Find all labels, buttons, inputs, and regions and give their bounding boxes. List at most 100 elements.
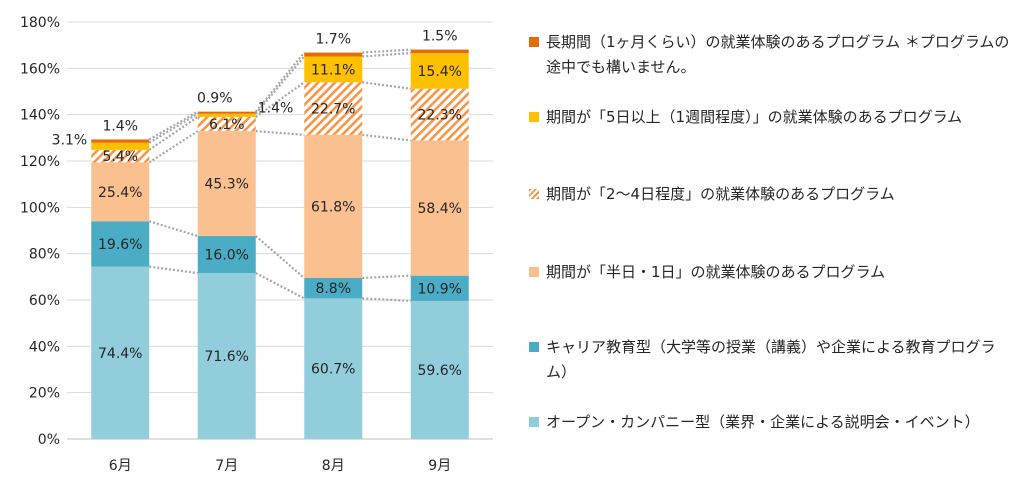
data-label: 1.5% [422,29,458,45]
legend-swatch-half-1day [529,267,539,277]
series-line [149,265,198,275]
data-label: 15.4% [418,64,462,80]
series-line [362,81,411,90]
data-label: 60.7% [311,362,355,378]
y-tick-label: 100% [20,200,60,216]
x-tick-label: 7月 [215,458,238,474]
series-line [255,130,305,136]
data-label: 58.4% [418,201,462,217]
series-line [362,297,411,303]
legend-label-open-company: オープン・カンパニー型（業界・企業による説明会・イベント） [546,413,980,431]
bar-segment [410,88,469,141]
bar-segment [410,53,469,89]
y-tick-label: 120% [20,154,60,170]
bar-segment [91,139,150,143]
bar-segment [91,266,150,439]
legend-item-2-4days: 期間が「2～4日程度」の就業体験のあるプログラム [522,182,1012,207]
x-axis: 6月 7月 8月 9月 [109,458,451,474]
legend-label-5days-plus: 期間が「5日以上（1週間程度）」の就業体験のあるプログラム [546,108,963,126]
data-label: 5.4% [102,149,138,165]
data-label: 6.1% [209,117,245,133]
data-label: 1.4% [258,100,294,116]
legend-item-long-term: 長期間（1ヶ月くらい）の就業体験のあるプログラム ＊プログラムの途中でも構いませ… [522,30,1012,80]
bar-segment [197,236,256,274]
bar-segment [304,277,363,299]
bar-segment [304,52,363,57]
bar-segment [91,221,150,267]
series-line [255,272,305,300]
x-tick-label: 6月 [109,458,132,474]
stacked-bar-chart: 0% 20% 40% 60% 80% 100% 120% 140% 160% 180% 74.4%… [20,15,493,474]
y-tick-label: 160% [20,61,60,77]
y-tick-label: 40% [29,339,60,355]
bar-segment [410,49,469,54]
legend-label-half-1day: 期間が「半日・1日」の就業体験のあるプログラム [546,263,886,281]
series-line [255,81,305,118]
data-label: 45.3% [205,177,249,193]
y-tick-label: 20% [29,386,60,402]
y-tick-label: 0% [38,432,60,448]
legend-item-career-education: キャリア教育型（大学等の授業（講義）や企業による教育プログラム） [522,335,1012,385]
legend-item-5days-plus: 期間が「5日以上（1週間程度）」の就業体験のあるプログラム [522,105,1012,130]
bar-segment [91,162,150,222]
y-tick-label: 140% [20,108,60,124]
series-line [148,220,199,238]
legend-swatch-2-4days [529,189,539,199]
x-tick-label: 8月 [322,458,345,474]
legend-label-long-term: 長期間（1ヶ月くらい）の就業体験のあるプログラム ＊プログラムの途中でも構いませ… [546,33,1010,76]
bar-segment [197,116,256,132]
data-label: 11.1% [311,62,355,78]
x-tick-label: 9月 [428,458,451,474]
y-axis: 0% 20% 40% 60% 80% 100% 120% 140% 160% 180% [20,15,60,448]
data-label: 61.8% [311,199,355,215]
data-label: 74.4% [98,346,142,362]
series-line [148,112,199,144]
data-label: 8.8% [315,281,351,297]
data-label: 22.7% [311,102,355,118]
bar-segment [91,142,150,150]
series-line [362,274,411,280]
bar-segment [197,273,256,439]
bar-segment [304,82,363,135]
legend-label-career-education: キャリア教育型（大学等の授業（講義）や企業による教育プログラム） [546,338,996,381]
bar-segment [197,131,256,237]
legend-label-2-4days: 期間が「2～4日程度」の就業体験のあるプログラム [546,185,895,203]
series-line [254,51,306,113]
data-label: 22.3% [418,108,462,124]
data-label: 0.9% [197,91,233,107]
data-label: 3.1% [52,133,88,149]
legend-item-half-1day: 期間が「半日・1日」の就業体験のあるプログラム [522,260,1012,285]
series-lines [148,48,411,303]
data-label: 1.4% [102,118,138,134]
y-tick-label: 60% [29,293,60,309]
data-label: 25.4% [98,185,142,201]
bars [91,49,469,439]
data-label: 59.6% [418,363,462,379]
legend-swatch-open-company [529,417,539,427]
bar-segment [304,298,363,439]
series-line [148,110,199,141]
series-line [362,48,411,54]
series-line [254,55,306,115]
legend-swatch-career-education [529,342,539,352]
bar-segment [410,275,469,301]
bar-segment [197,111,256,114]
data-label: 16.0% [205,248,249,264]
data-label: 10.9% [418,281,462,297]
bar-segment [304,134,363,278]
bar-segment [197,113,256,117]
series-line [148,130,199,164]
series-line [362,51,411,58]
legend-item-open-company: オープン・カンパニー型（業界・企業による説明会・イベント） [522,410,1012,435]
y-tick-label: 80% [29,247,60,263]
series-line [255,235,305,279]
data-labels: 74.4% 19.6% 25.4% 5.4% 3.1% 1.4% 71.6% 16.0% 45.… [52,29,462,379]
data-label: 71.6% [205,349,249,365]
legend-swatch-5days-plus [529,112,539,122]
data-label: 19.6% [98,237,142,253]
series-line [362,133,411,142]
bar-segment [410,140,469,276]
bar-segment [304,56,363,83]
legend-swatch-long-term [529,37,539,47]
series-line [148,116,199,151]
